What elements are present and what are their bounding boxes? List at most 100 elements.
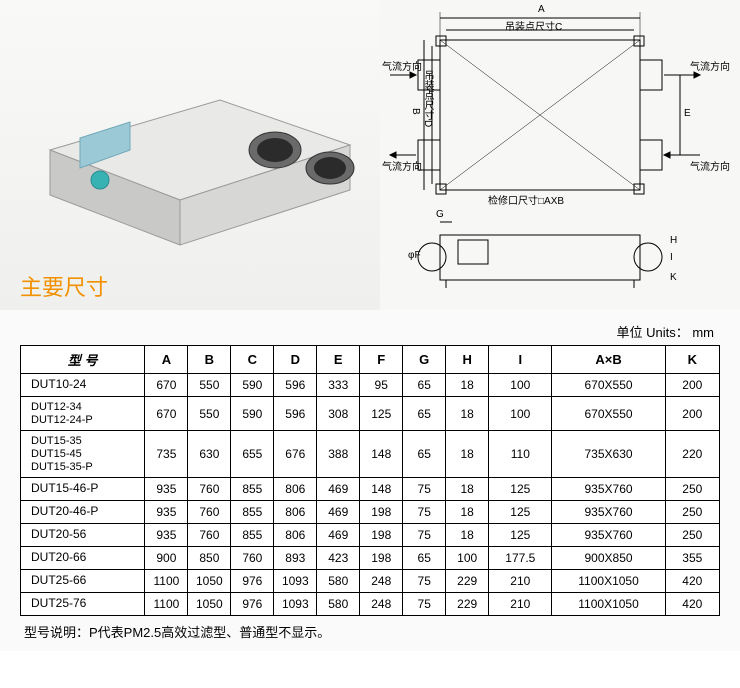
table-header-cell: H [446, 346, 489, 374]
data-cell: 670 [145, 397, 188, 431]
data-cell: 333 [317, 374, 360, 397]
service-label: 检修口尺寸□AXB [488, 192, 564, 207]
section-title: 主要尺寸 [20, 270, 108, 302]
data-cell: 670X550 [552, 374, 665, 397]
data-cell: 1100X1050 [552, 570, 665, 593]
data-cell: 100 [489, 397, 552, 431]
data-cell: 220 [665, 431, 719, 478]
model-cell: DUT10-24 [21, 374, 145, 397]
product-illustration [40, 50, 360, 250]
data-cell: 75 [403, 570, 446, 593]
data-cell: 760 [188, 478, 231, 501]
data-cell: 596 [274, 397, 317, 431]
dim-a-label: A [538, 4, 545, 15]
data-cell: 75 [403, 478, 446, 501]
data-cell: 580 [317, 593, 360, 616]
data-cell: 210 [489, 570, 552, 593]
data-cell: 935X760 [552, 501, 665, 524]
data-cell: 210 [489, 593, 552, 616]
data-cell: 18 [446, 397, 489, 431]
data-cell: 18 [446, 524, 489, 547]
data-cell: 596 [274, 374, 317, 397]
data-cell: 1100 [145, 570, 188, 593]
data-cell: 1050 [188, 570, 231, 593]
dimensions-table: 型 号ABCDEFGHIA×BK DUT10-24670550590596333… [20, 345, 720, 616]
table-row: DUT15-35 DUT15-45 DUT15-35-P735630655676… [21, 431, 720, 478]
data-cell: 655 [231, 431, 274, 478]
data-cell: 18 [446, 478, 489, 501]
data-cell: 676 [274, 431, 317, 478]
data-cell: 420 [665, 570, 719, 593]
data-cell: 900X850 [552, 547, 665, 570]
data-cell: 1100X1050 [552, 593, 665, 616]
data-cell: 935X760 [552, 478, 665, 501]
data-cell: 95 [360, 374, 403, 397]
data-cell: 469 [317, 524, 360, 547]
table-row: DUT10-24670550590596333956518100670X5502… [21, 374, 720, 397]
data-cell: 75 [403, 524, 446, 547]
table-row: DUT20-569357608558064691987518125935X760… [21, 524, 720, 547]
data-cell: 1050 [188, 593, 231, 616]
dim-d-label: 吊装点尺寸D [420, 70, 435, 127]
data-cell: 125 [360, 397, 403, 431]
data-cell: 177.5 [489, 547, 552, 570]
data-cell: 200 [665, 397, 719, 431]
data-cell: 590 [231, 397, 274, 431]
table-header-cell: A [145, 346, 188, 374]
data-cell: 550 [188, 374, 231, 397]
table-header-cell: I [489, 346, 552, 374]
data-cell: 1093 [274, 570, 317, 593]
data-cell: 670X550 [552, 397, 665, 431]
data-cell: 355 [665, 547, 719, 570]
data-cell: 935 [145, 524, 188, 547]
data-cell: 735X630 [552, 431, 665, 478]
data-cell: 198 [360, 501, 403, 524]
model-cell: DUT25-66 [21, 570, 145, 593]
data-cell: 580 [317, 570, 360, 593]
data-cell: 148 [360, 431, 403, 478]
data-cell: 806 [274, 524, 317, 547]
model-cell: DUT15-35 DUT15-45 DUT15-35-P [21, 431, 145, 478]
dim-c-label: 吊装点尺寸C [505, 18, 562, 33]
dim-f-label: φF [408, 250, 421, 261]
data-cell: 18 [446, 501, 489, 524]
table-row: DUT20-46-P9357608558064691987518125935X7… [21, 501, 720, 524]
data-cell: 935 [145, 501, 188, 524]
data-cell: 550 [188, 397, 231, 431]
data-cell: 125 [489, 501, 552, 524]
model-cell: DUT20-66 [21, 547, 145, 570]
data-cell: 855 [231, 478, 274, 501]
table-body: DUT10-24670550590596333956518100670X5502… [21, 374, 720, 616]
model-cell: DUT20-46-P [21, 501, 145, 524]
data-cell: 250 [665, 478, 719, 501]
table-row: DUT12-34 DUT12-24-P670550590596308125651… [21, 397, 720, 431]
data-cell: 760 [188, 524, 231, 547]
airflow-label-2: 气流方向 [382, 158, 422, 173]
data-cell: 100 [489, 374, 552, 397]
airflow-label-3: 气流方向 [690, 58, 730, 73]
data-cell: 65 [403, 547, 446, 570]
model-cell: DUT12-34 DUT12-24-P [21, 397, 145, 431]
data-cell: 250 [665, 524, 719, 547]
data-cell: 850 [188, 547, 231, 570]
table-header-cell: 型 号 [21, 346, 145, 374]
dim-h-label: H [670, 235, 677, 246]
data-cell: 670 [145, 374, 188, 397]
data-cell: 248 [360, 570, 403, 593]
table-section: 单位 Units： mm 型 号ABCDEFGHIA×BK DUT10-2467… [0, 310, 740, 651]
data-cell: 110 [489, 431, 552, 478]
dim-k-label: K [670, 272, 677, 283]
data-cell: 806 [274, 501, 317, 524]
table-header-row: 型 号ABCDEFGHIA×BK [21, 346, 720, 374]
dim-g-label: G [436, 209, 444, 220]
dim-e-label: E [684, 108, 691, 119]
data-cell: 469 [317, 478, 360, 501]
data-cell: 1100 [145, 593, 188, 616]
table-header-cell: K [665, 346, 719, 374]
data-cell: 65 [403, 431, 446, 478]
airflow-label-1: 气流方向 [382, 58, 422, 73]
dim-i-label: I [670, 252, 673, 263]
data-cell: 198 [360, 524, 403, 547]
data-cell: 198 [360, 547, 403, 570]
table-row: DUT15-46-P9357608558064691487518125935X7… [21, 478, 720, 501]
